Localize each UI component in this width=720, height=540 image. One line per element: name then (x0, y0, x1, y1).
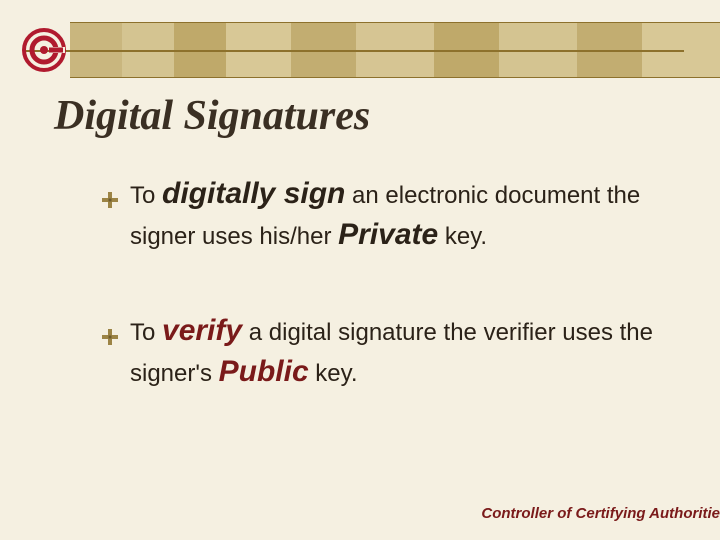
bullet-icon (102, 322, 118, 338)
slide-title: Digital Signatures (54, 92, 370, 140)
bullet-text: To digitally sign an electronic document… (130, 182, 640, 250)
bullet-text: To verify a digital signature the verifi… (130, 319, 653, 387)
content-area: To digitally sign an electronic document… (102, 174, 670, 448)
bullet-icon (102, 185, 118, 201)
cca-logo-icon (22, 28, 66, 72)
footer-text: Controller of Certifying Authoritie (481, 505, 720, 522)
horizontal-rule (26, 50, 684, 52)
bullet-item: To digitally sign an electronic document… (102, 174, 670, 255)
bullet-item: To verify a digital signature the verifi… (102, 311, 670, 392)
